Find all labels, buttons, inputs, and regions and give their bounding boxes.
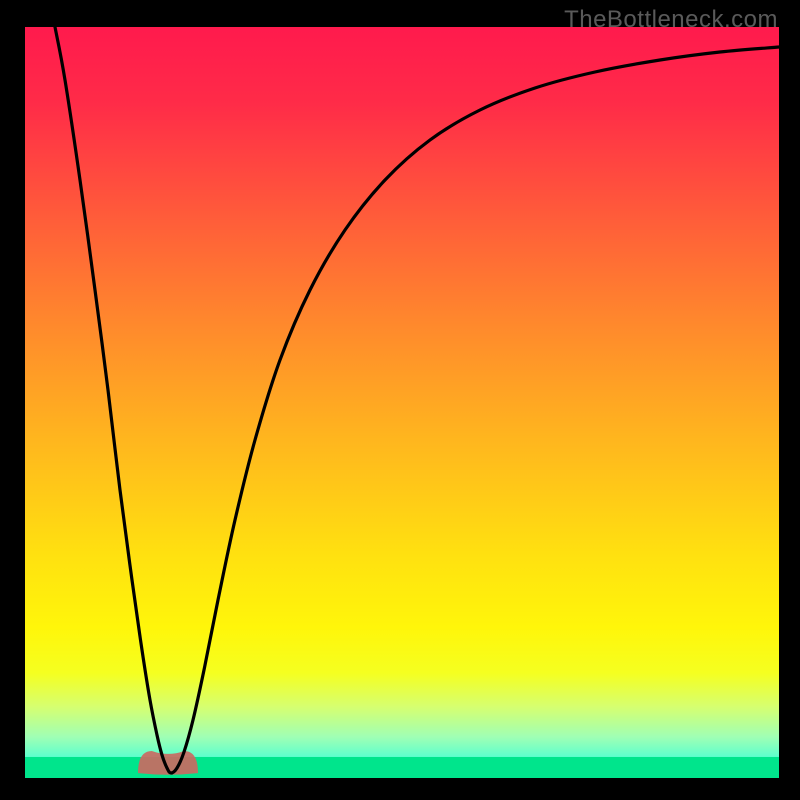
watermark-text: TheBottleneck.com [564, 6, 778, 34]
chart-container: TheBottleneck.com [0, 0, 800, 800]
bottleneck-curve-chart [0, 0, 800, 800]
